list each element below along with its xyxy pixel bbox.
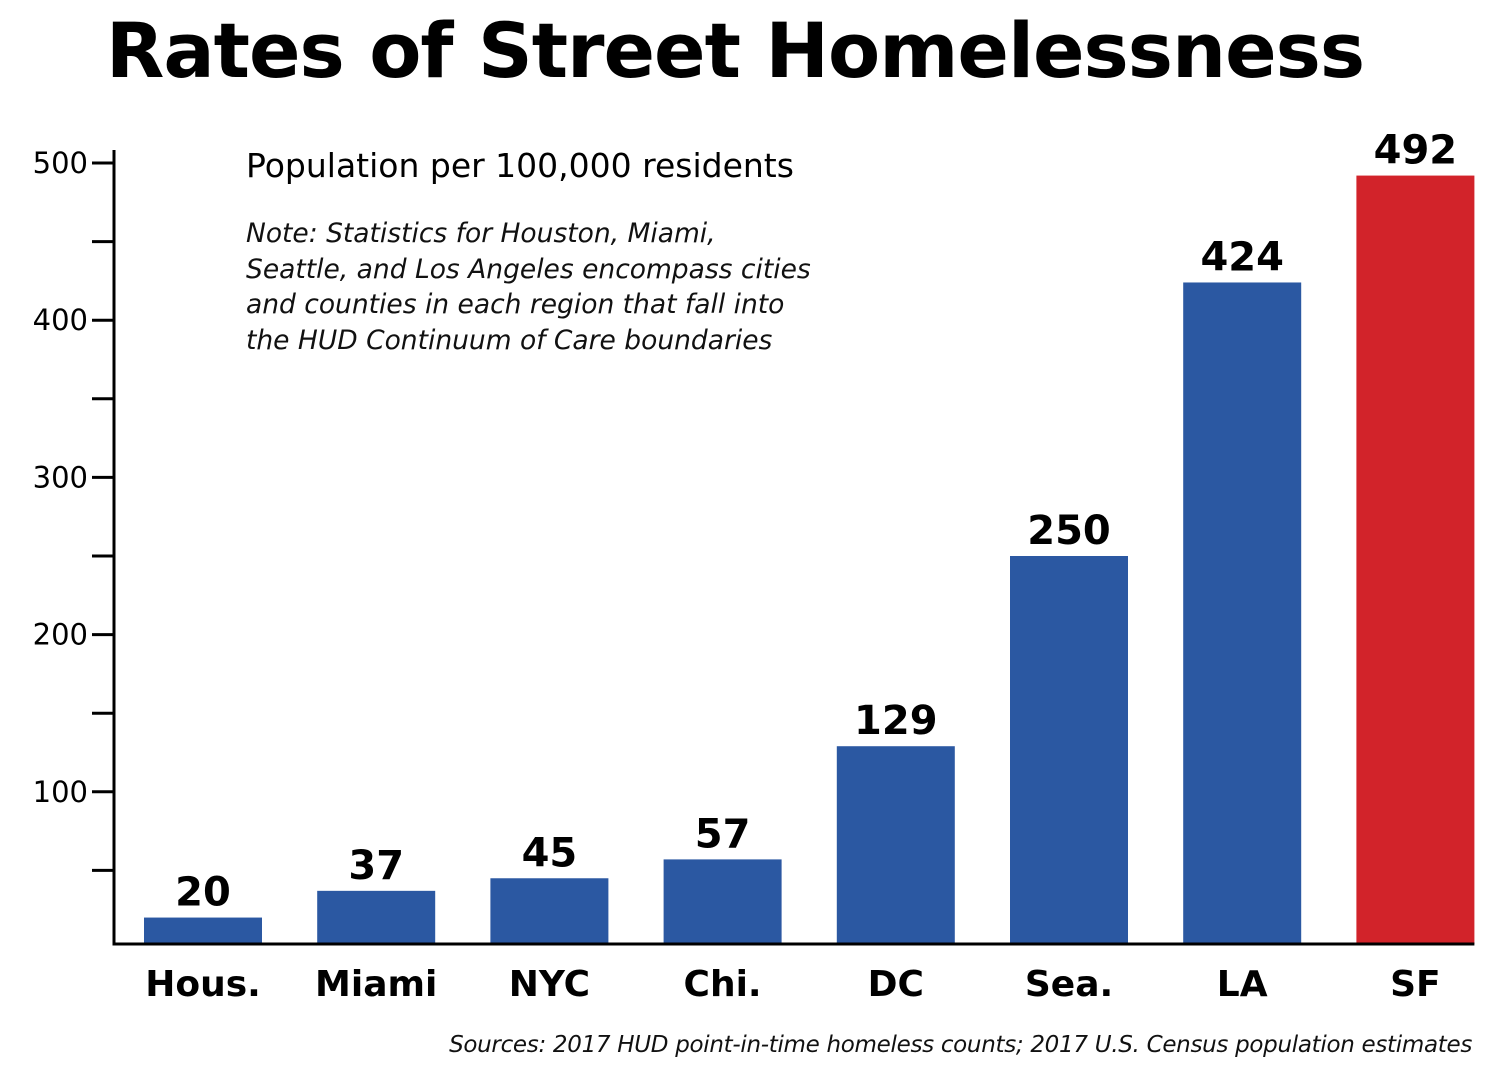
bar-nyc [490,878,609,944]
value-label: 250 [1027,508,1111,554]
category-label: NYC [509,964,590,1005]
y-tick-label: 400 [33,303,88,337]
bars-group [144,175,1475,945]
category-label: Miami [315,964,437,1005]
category-label: DC [868,964,924,1005]
category-label: Chi. [684,964,762,1005]
chart-sources: Sources: 2017 HUD point-in-time homeless… [449,1032,1472,1058]
bar-sea [1010,556,1128,944]
chart-subtitle: Population per 100,000 residents [246,146,794,185]
bar-sf [1356,175,1475,945]
y-tick-label: 200 [33,618,88,652]
chart-title: Rates of Street Homelessness [105,6,1365,95]
chart-note: Note: Statistics for Houston, Miami, Sea… [246,218,811,356]
value-labels-group: 20 37 45 57 129 250 424 492 [175,128,1457,916]
bar-chi [663,859,782,944]
y-axis-ticks-group: 100 200 300 400 500 [33,146,114,872]
y-tick-label: 300 [33,460,88,494]
value-label: 492 [1374,128,1458,174]
category-labels-group: Hous. Miami NYC Chi. DC Sea. LA SF [145,964,1440,1005]
category-label: SF [1390,964,1441,1005]
bar-dc [836,746,955,944]
bar-miami [317,890,436,944]
y-tick-label: 100 [33,775,88,809]
category-label: Hous. [145,964,261,1005]
y-tick-label: 500 [33,146,88,180]
value-label: 424 [1200,234,1284,280]
value-label: 45 [522,830,578,876]
category-label: LA [1217,964,1268,1005]
value-label: 37 [348,843,404,889]
value-label: 57 [695,811,751,857]
bar-hous [144,917,262,944]
bar-la [1183,282,1302,944]
category-label: Sea. [1025,964,1113,1005]
value-label: 20 [175,870,231,916]
value-label: 129 [854,698,938,744]
